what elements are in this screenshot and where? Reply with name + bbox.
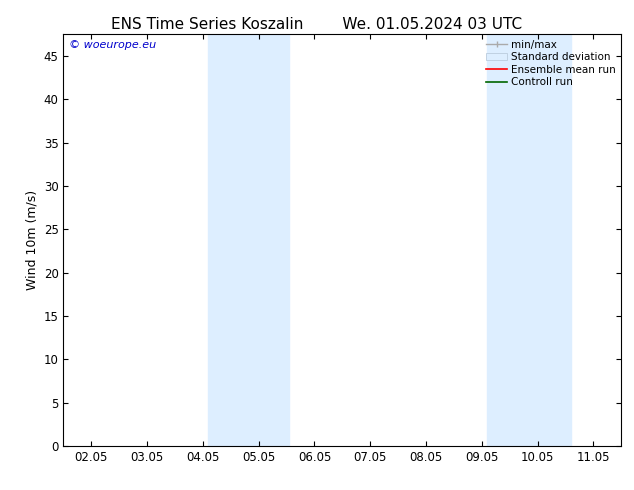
Legend: min/max, Standard deviation, Ensemble mean run, Controll run: min/max, Standard deviation, Ensemble me… — [484, 37, 618, 89]
Bar — [540, 34, 571, 446]
Text: © woeurope.eu: © woeurope.eu — [69, 41, 156, 50]
Y-axis label: Wind 10m (m/s): Wind 10m (m/s) — [25, 190, 38, 290]
Text: ENS Time Series Koszalin        We. 01.05.2024 03 UTC: ENS Time Series Koszalin We. 01.05.2024 … — [112, 17, 522, 32]
Bar — [209, 34, 261, 446]
Bar — [261, 34, 289, 446]
Bar — [488, 34, 540, 446]
